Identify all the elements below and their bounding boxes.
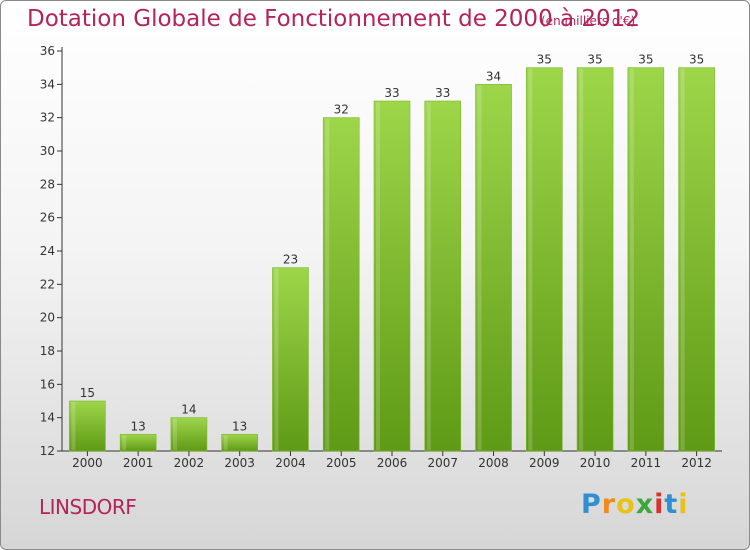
x-tick-label: 2005 [326,456,357,470]
bar-value-label: 14 [181,403,196,417]
x-tick-label: 2008 [478,456,509,470]
bar [576,67,614,452]
bar [678,67,715,452]
bar-value-label: 35 [587,53,602,67]
y-tick-label: 32 [40,111,55,125]
bars: 15 13 14 13 23 32 33 33 34 35 35 35 35 [69,53,715,452]
bar-highlight [172,418,177,450]
x-tick-label: 2011 [631,456,662,470]
bar-value-label: 35 [689,53,704,67]
y-tick-label: 12 [40,444,55,458]
bar-highlight [223,435,228,450]
bar-value-label: 32 [334,103,349,117]
x-tick-label: 2006 [377,456,408,470]
bar-highlight [122,435,127,450]
x-tick-label: 2012 [681,456,712,470]
bar-value-label: 13 [232,419,247,433]
logo-letter: r [601,489,617,520]
y-tick-label: 26 [40,211,55,225]
bar-highlight [528,68,533,451]
y-axis: 12 14 16 18 20 22 24 26 28 30 32 34 36 [40,44,63,458]
bar [627,67,665,452]
bar-value-label: 34 [486,69,501,83]
y-tick-label: 18 [40,344,55,358]
chart-title: Dotation Globale de Fonctionnement de 20… [27,6,640,32]
bar-value-label: 13 [131,419,146,433]
bar-highlight [680,68,685,451]
bar-highlight [477,85,482,450]
commune-name: LINSDORF [39,495,137,519]
bar [322,117,360,452]
y-tick-label: 24 [40,244,55,258]
x-tick-label: 2010 [580,456,611,470]
y-tick-label: 20 [40,311,55,325]
logo-letter: o [616,489,636,520]
logo-letter: x [635,489,655,520]
y-tick-label: 28 [40,177,55,191]
x-tick-label: 2003 [224,456,255,470]
bar-highlight [71,402,76,450]
proxiti-logo: Proxiti [581,489,689,520]
bar [475,84,512,452]
y-tick-label: 34 [40,77,55,91]
bar [69,400,106,452]
x-tick-label: 2004 [275,456,306,470]
bar-value-label: 35 [638,53,653,67]
bar [119,434,157,452]
bar-highlight [274,268,279,450]
chart-unit: (en milliers d'€) [541,14,636,28]
bar-highlight [629,68,634,451]
bar-highlight [325,118,330,451]
y-tick-label: 30 [40,144,55,158]
bar [424,100,462,452]
bar [526,67,563,452]
bar-highlight [376,102,380,450]
bar-value-label: 15 [80,386,95,400]
x-axis: 2000 2001 2002 2003 2004 2005 2006 2007 2008 2009… [62,450,722,470]
y-tick-label: 16 [40,377,55,391]
logo-letter: i [678,489,689,520]
y-tick-label: 14 [40,411,55,425]
y-tick-label: 36 [40,44,55,58]
logo-letter: i [654,489,665,520]
x-tick-label: 2001 [123,456,154,470]
y-tick-label: 22 [40,277,55,291]
bar [373,100,411,452]
bar [221,434,258,452]
bar [170,417,208,452]
x-tick-label: 2007 [427,456,458,470]
bar-highlight [579,68,584,451]
x-tick-label: 2002 [174,456,205,470]
bar-value-label: 23 [283,253,298,267]
logo-letter: P [581,489,602,520]
bar [272,267,309,452]
logo-letter: t [664,489,679,520]
x-tick-label: 2000 [72,456,103,470]
bar-highlight [426,102,431,450]
bar-value-label: 33 [384,86,399,100]
x-tick-label: 2009 [529,456,560,470]
bar-value-label: 35 [537,53,552,67]
bar-value-label: 33 [435,86,450,100]
